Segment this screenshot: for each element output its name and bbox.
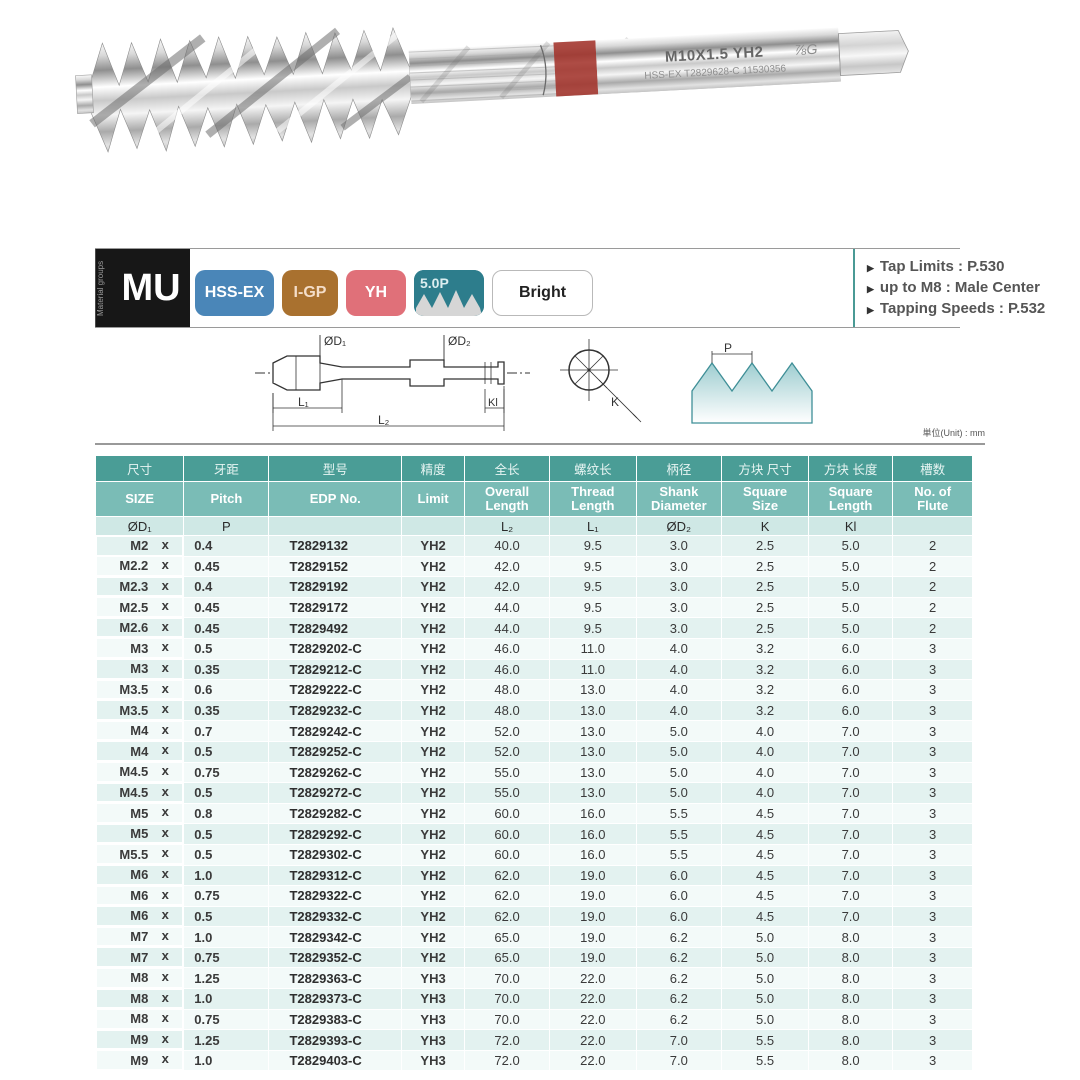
svg-text:ØD₂: ØD₂ (448, 334, 471, 348)
svg-text:K: K (611, 395, 619, 409)
svg-text:P: P (724, 341, 732, 355)
svg-text:Kl: Kl (488, 397, 498, 409)
svg-text:5.0P: 5.0P (420, 275, 449, 291)
svg-text:⅞G: ⅞G (794, 41, 817, 58)
svg-text:L₁: L₁ (298, 395, 309, 409)
svg-text:L₂: L₂ (378, 413, 390, 427)
svg-text:ØD₁: ØD₁ (324, 334, 346, 348)
svg-text:単位(Unit) : mm: 単位(Unit) : mm (923, 427, 986, 438)
